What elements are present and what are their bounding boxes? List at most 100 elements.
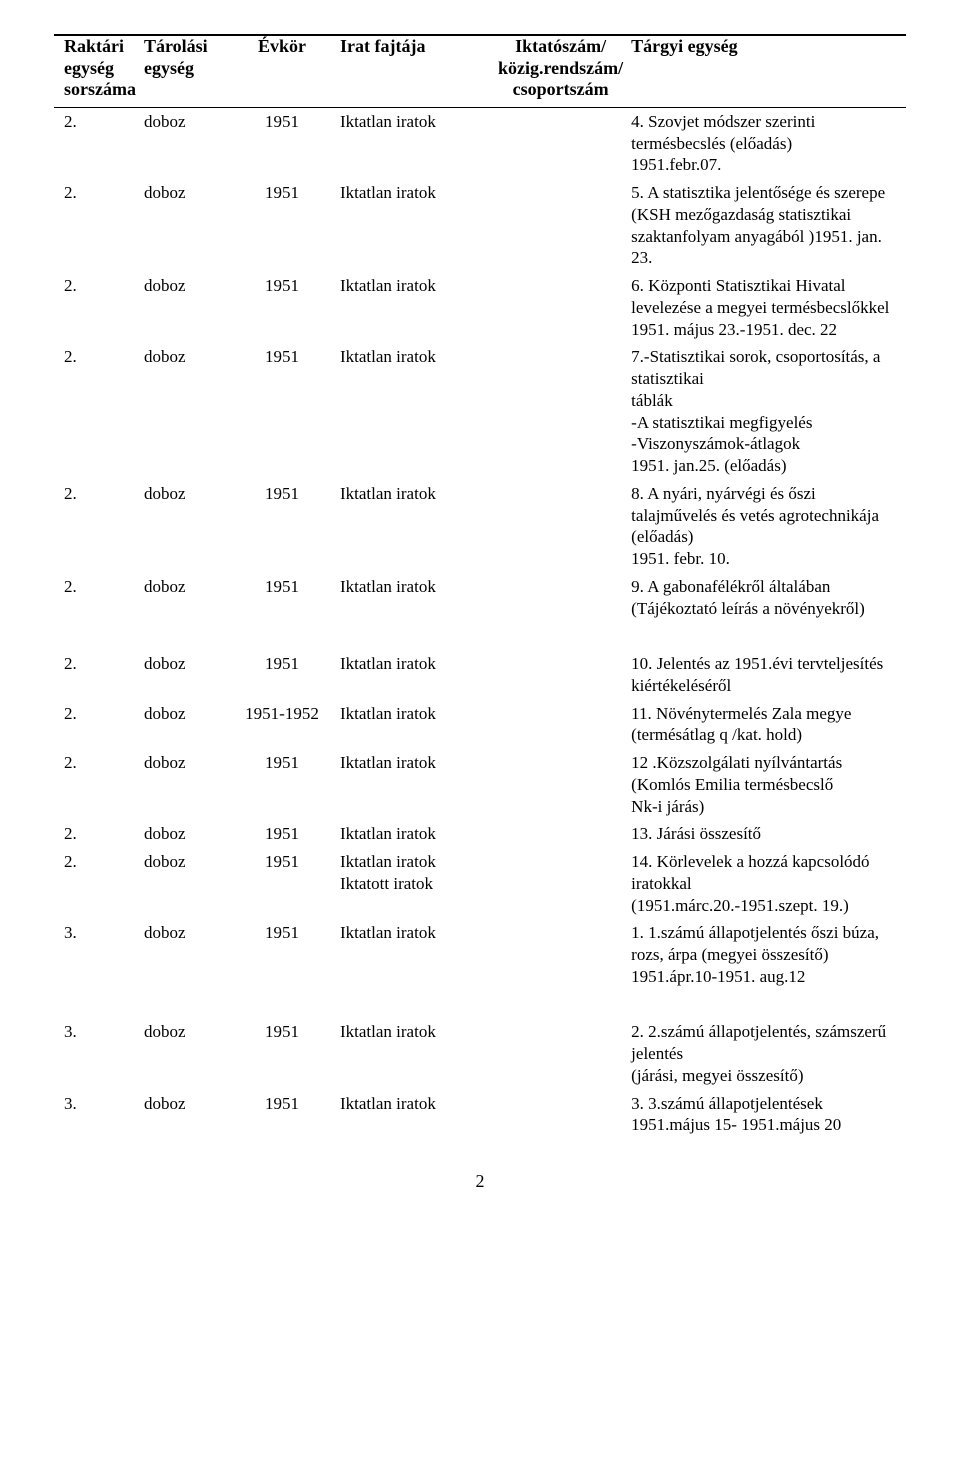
cell-sorszam: 2. — [54, 650, 140, 700]
cell-targy: 2. 2.számú állapotjelentés, számszerű je… — [627, 1018, 906, 1089]
document-table: Raktáriegységsorszáma Tárolásiegység Évk… — [54, 34, 906, 1139]
header-fajta: Irat fajtája — [336, 35, 494, 107]
cell-tarolasi: doboz — [140, 650, 228, 700]
header-sorszam: Raktáriegységsorszáma — [54, 35, 140, 107]
cell-tarolasi: doboz — [140, 1018, 228, 1089]
cell-tarolasi: doboz — [140, 480, 228, 573]
cell-iktato — [494, 272, 627, 343]
table-row: 2.doboz1951Iktatlan iratok13. Járási öss… — [54, 820, 906, 848]
cell-tarolasi: doboz — [140, 179, 228, 272]
cell-tarolasi: doboz — [140, 749, 228, 820]
cell-fajta: Iktatlan iratok — [336, 480, 494, 573]
cell-fajta: Iktatlan iratok — [336, 272, 494, 343]
table-row: 2.doboz1951Iktatlan iratok5. A statiszti… — [54, 179, 906, 272]
cell-evkor: 1951 — [228, 650, 336, 700]
table-row: 2.doboz1951Iktatlan iratok 7.-Statisztika… — [54, 343, 906, 480]
spacer-row — [54, 622, 906, 650]
cell-targy — [627, 991, 906, 1019]
cell-fajta: Iktatlan iratok — [336, 749, 494, 820]
table-row: 2.doboz1951Iktatlan iratok 8. A nyári, ny… — [54, 480, 906, 573]
cell-sorszam — [54, 622, 140, 650]
cell-fajta: Iktatlan iratok — [336, 107, 494, 179]
cell-fajta: Iktatlan iratok — [336, 650, 494, 700]
header-tarolasi: Tárolásiegység — [140, 35, 228, 107]
cell-evkor — [228, 991, 336, 1019]
cell-evkor: 1951 — [228, 1018, 336, 1089]
cell-sorszam: 2. — [54, 107, 140, 179]
cell-evkor: 1951 — [228, 573, 336, 623]
cell-evkor: 1951 — [228, 820, 336, 848]
cell-sorszam: 2. — [54, 343, 140, 480]
cell-tarolasi — [140, 991, 228, 1019]
table-row: 3.doboz1951Iktatlan iratok 2. 2.számú áll… — [54, 1018, 906, 1089]
table-row: 2.doboz1951-1952Iktatlan iratok11. Növén… — [54, 700, 906, 750]
cell-tarolasi: doboz — [140, 700, 228, 750]
cell-targy: 11. Növénytermelés Zala megye (termésátl… — [627, 700, 906, 750]
cell-targy: 12 .Közszolgálati nyílvántartás (Komlós … — [627, 749, 906, 820]
cell-sorszam: 2. — [54, 179, 140, 272]
table-row: 2.doboz1951Iktatlan iratok 10. Jelentés a… — [54, 650, 906, 700]
cell-sorszam: 3. — [54, 1090, 140, 1140]
table-row: 3.doboz1951Iktatlan iratok1. 1.számú áll… — [54, 919, 906, 990]
cell-iktato — [494, 1090, 627, 1140]
cell-targy: 8. A nyári, nyárvégi és őszi talajművelé… — [627, 480, 906, 573]
cell-fajta: Iktatlan iratok — [336, 700, 494, 750]
header-iktato: Iktatószám/közig.rendszám/csoportszám — [494, 35, 627, 107]
cell-targy: 13. Járási összesítő — [627, 820, 906, 848]
cell-iktato — [494, 919, 627, 990]
cell-evkor: 1951 — [228, 107, 336, 179]
cell-targy: 6. Központi Statisztikai Hivatal levelez… — [627, 272, 906, 343]
cell-tarolasi: doboz — [140, 848, 228, 919]
cell-evkor: 1951 — [228, 749, 336, 820]
header-targy: Tárgyi egység — [627, 35, 906, 107]
cell-evkor: 1951 — [228, 480, 336, 573]
cell-evkor: 1951 — [228, 848, 336, 919]
cell-iktato — [494, 179, 627, 272]
table-row: 2.doboz1951Iktatlan iratok6. Központi St… — [54, 272, 906, 343]
cell-targy: 3. 3.számú állapotjelentések 1951.május … — [627, 1090, 906, 1140]
cell-iktato — [494, 700, 627, 750]
cell-tarolasi: doboz — [140, 573, 228, 623]
cell-targy: 10. Jelentés az 1951.évi tervteljesítés … — [627, 650, 906, 700]
cell-iktato — [494, 991, 627, 1019]
cell-evkor: 1951 — [228, 272, 336, 343]
cell-evkor: 1951-1952 — [228, 700, 336, 750]
cell-iktato — [494, 749, 627, 820]
cell-sorszam: 2. — [54, 573, 140, 623]
cell-sorszam: 3. — [54, 1018, 140, 1089]
table-row: 2.doboz1951Iktatlan iratokIktatott irato… — [54, 848, 906, 919]
cell-targy: 14. Körlevelek a hozzá kapcsolódó iratok… — [627, 848, 906, 919]
cell-iktato — [494, 343, 627, 480]
cell-fajta: Iktatlan iratokIktatott iratok — [336, 848, 494, 919]
cell-sorszam: 3. — [54, 919, 140, 990]
cell-iktato — [494, 1018, 627, 1089]
cell-fajta: Iktatlan iratok — [336, 919, 494, 990]
cell-sorszam: 2. — [54, 848, 140, 919]
cell-tarolasi: doboz — [140, 820, 228, 848]
cell-targy: 9. A gabonafélékről általában (Tájékozta… — [627, 573, 906, 623]
cell-tarolasi — [140, 622, 228, 650]
cell-iktato — [494, 820, 627, 848]
cell-fajta: Iktatlan iratok — [336, 343, 494, 480]
cell-iktato — [494, 107, 627, 179]
cell-iktato — [494, 848, 627, 919]
table-row: 2.doboz1951Iktatlan iratok 9. A gabonafél… — [54, 573, 906, 623]
cell-tarolasi: doboz — [140, 343, 228, 480]
cell-fajta — [336, 622, 494, 650]
cell-evkor: 1951 — [228, 343, 336, 480]
cell-iktato — [494, 622, 627, 650]
cell-fajta: Iktatlan iratok — [336, 573, 494, 623]
cell-sorszam: 2. — [54, 820, 140, 848]
spacer-row — [54, 991, 906, 1019]
cell-fajta: Iktatlan iratok — [336, 1090, 494, 1140]
cell-sorszam: 2. — [54, 480, 140, 573]
table-body: 2.doboz1951Iktatlan iratok4. Szovjet mód… — [54, 107, 906, 1139]
table-row: 2.doboz1951Iktatlan iratok12 .Közszolgál… — [54, 749, 906, 820]
cell-fajta: Iktatlan iratok — [336, 1018, 494, 1089]
page-number: 2 — [54, 1171, 906, 1192]
cell-sorszam — [54, 991, 140, 1019]
cell-fajta — [336, 991, 494, 1019]
cell-targy: 7.-Statisztikai sorok, csoportosítás, a … — [627, 343, 906, 480]
cell-evkor — [228, 622, 336, 650]
cell-evkor: 1951 — [228, 919, 336, 990]
